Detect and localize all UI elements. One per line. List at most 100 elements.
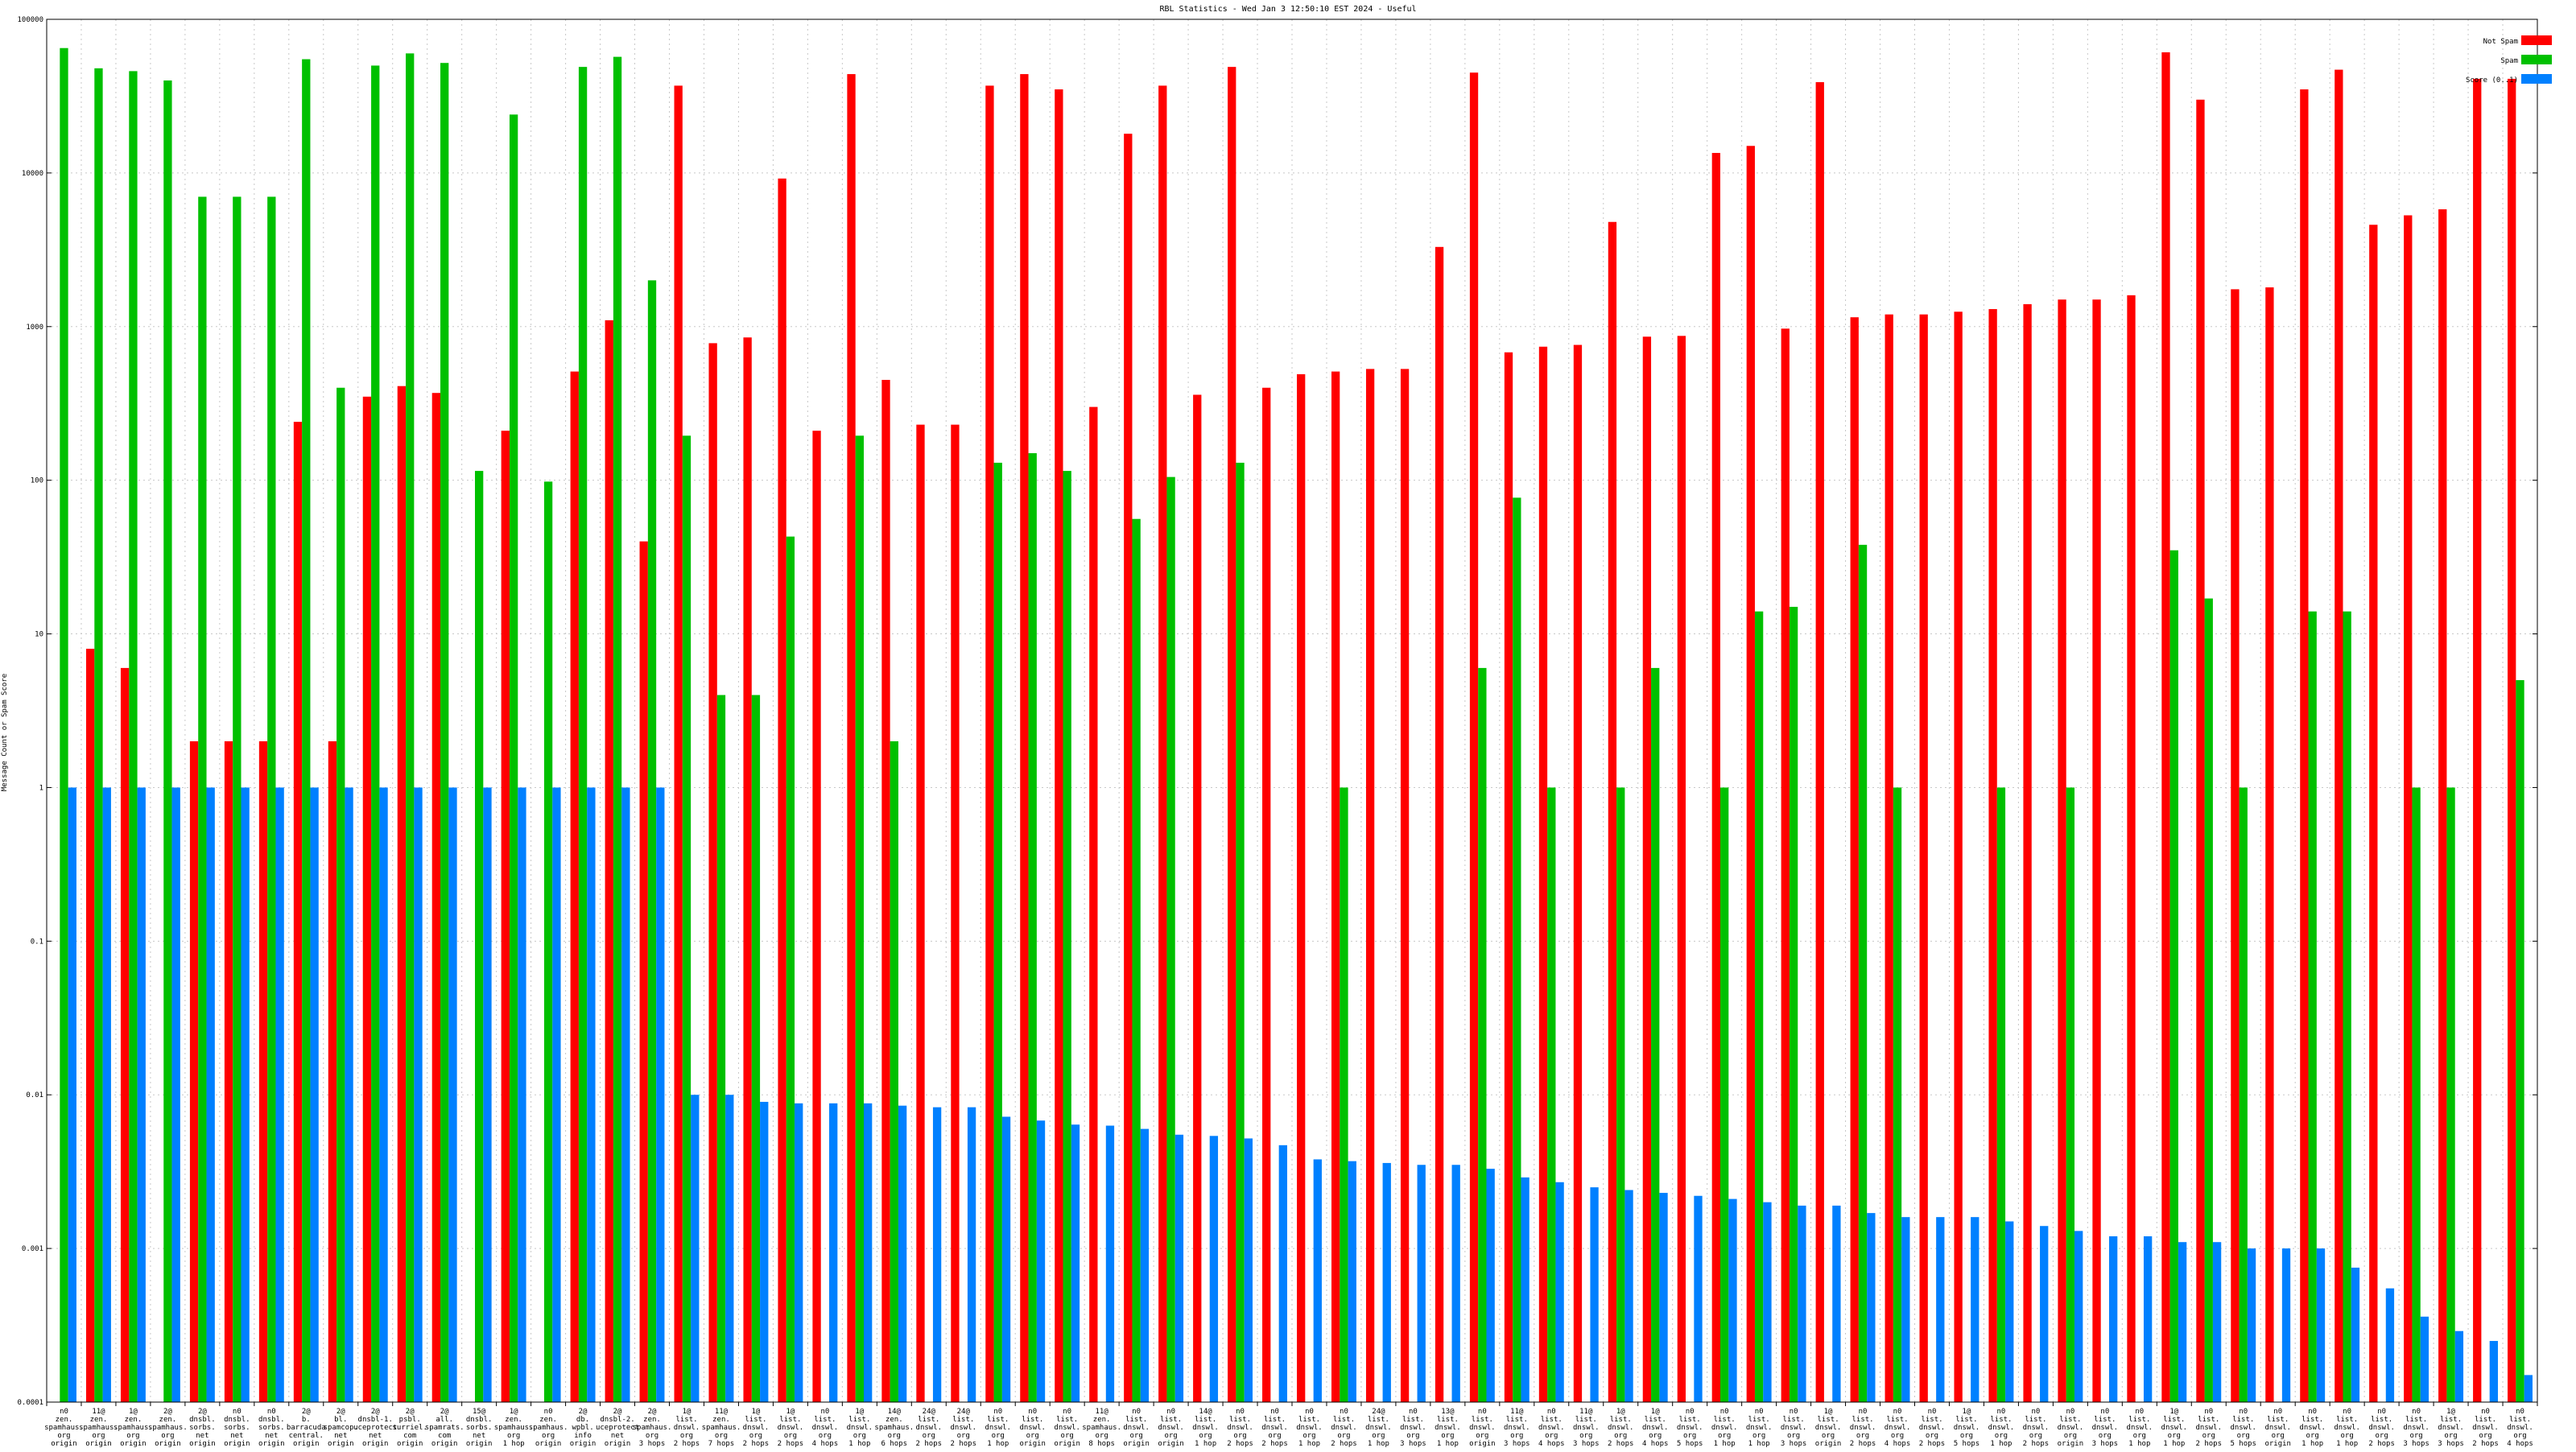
x-category-label-line: origin xyxy=(1123,1440,1150,1448)
x-category-label-line: origin xyxy=(2058,1440,2084,1448)
x-category-label-line: dnswl. xyxy=(2368,1424,2395,1432)
bar-score xyxy=(2074,1231,2083,1402)
x-category-label-line: list. xyxy=(2371,1416,2392,1424)
bar-score xyxy=(1728,1198,1737,1402)
x-category-label-line: n0 xyxy=(267,1408,276,1416)
x-category-label-line: 2 hops xyxy=(1608,1440,1634,1448)
x-category-label-line: origin xyxy=(2264,1440,2291,1448)
x-category-label-line: 1@ xyxy=(683,1408,691,1416)
bars-layer xyxy=(60,47,2533,1403)
bar-score xyxy=(760,1101,769,1402)
bar-not-spam xyxy=(708,343,717,1402)
x-category-label-line: 2@ xyxy=(648,1408,657,1416)
x-category-label-line: 2@ xyxy=(579,1408,588,1416)
x-category-label-line: dnswl. xyxy=(1711,1424,1738,1432)
x-category-label: n0 list. dnswl. org 3 hops xyxy=(1781,1408,1807,1448)
x-category-label-line: n0 xyxy=(2066,1408,2074,1416)
x-category-label-line: list. xyxy=(848,1416,870,1424)
x-category-label: 1@ list. dnswl. org 2 hops xyxy=(1608,1408,1634,1448)
x-category-label-line: 4 hops xyxy=(2507,1440,2533,1448)
x-category-label-line: list. xyxy=(1264,1416,1286,1424)
x-category-label-line: org xyxy=(1302,1432,1315,1440)
x-category-label-line: list. xyxy=(1056,1416,1078,1424)
y-tick-label: 100000 xyxy=(17,16,43,24)
x-category-label-line: 2 hops xyxy=(674,1440,700,1448)
x-category-label-line: uceprotect xyxy=(596,1424,639,1432)
x-category-label-line: 11@ xyxy=(1579,1408,1593,1416)
x-category-label: 13@ list. dnswl. org 1 hop xyxy=(1435,1408,1461,1448)
x-category-label-line: origin xyxy=(189,1440,216,1448)
x-category-label-line: origin xyxy=(362,1440,389,1448)
x-category-label-line: 1 hop xyxy=(1714,1440,1736,1448)
x-category-label: 1@ list. dnswl. org 4 hops xyxy=(1642,1408,1669,1448)
bar-score xyxy=(1521,1177,1530,1402)
bar-score xyxy=(2005,1221,2014,1402)
bar-spam xyxy=(890,740,898,1402)
bar-not-spam xyxy=(397,386,407,1403)
x-category-label-line: origin xyxy=(570,1440,597,1448)
x-category-label-line: list. xyxy=(1402,1416,1424,1424)
x-category-label-line: dnswl. xyxy=(1954,1424,1980,1432)
x-category-label-line: dnswl. xyxy=(847,1424,873,1432)
x-category-label-line: 1 hop xyxy=(503,1440,525,1448)
bar-not-spam xyxy=(1954,311,1963,1402)
x-category-label-line: dnswl. xyxy=(1158,1424,1184,1432)
x-category-label-line: org xyxy=(1406,1432,1419,1440)
bar-score xyxy=(448,787,457,1402)
x-category-label-line: org xyxy=(1199,1432,1212,1440)
x-category-label-line: n0 xyxy=(2239,1408,2248,1416)
x-category-label-line: org xyxy=(853,1432,866,1440)
x-category-label-line: 1 hop xyxy=(2128,1440,2150,1448)
bar-not-spam xyxy=(1469,72,1479,1402)
x-category-label-line: 3 hops xyxy=(1573,1440,1600,1448)
x-category-label-line: dnswl. xyxy=(1677,1424,1703,1432)
x-category-label-line: list. xyxy=(2198,1416,2219,1424)
x-category-label-line: list. xyxy=(987,1416,1009,1424)
x-category-label-line: org xyxy=(1061,1432,1074,1440)
x-category-label-line: 3 hops xyxy=(2092,1440,2119,1448)
x-category-label-line: list. xyxy=(2440,1416,2462,1424)
bar-not-spam xyxy=(431,393,441,1403)
x-category-label: 1@ list. dnswl. org 5 hops xyxy=(1954,1408,1980,1448)
x-category-label-line: 13@ xyxy=(1441,1408,1455,1416)
x-category-label-line: org xyxy=(1752,1432,1765,1440)
x-category-label-line: list. xyxy=(2232,1416,2254,1424)
bar-not-spam xyxy=(2231,289,2240,1402)
bar-score xyxy=(795,1103,803,1402)
bar-not-spam xyxy=(293,422,303,1402)
x-category-label-line: b. xyxy=(302,1416,311,1424)
x-category-label-line: sorbs. xyxy=(258,1424,285,1432)
x-category-label-line: org xyxy=(1822,1432,1835,1440)
bar-score xyxy=(1832,1205,1841,1402)
legend: Not Spam Spam Score (0..1) xyxy=(2466,35,2552,85)
x-category-label-line: zen. xyxy=(505,1416,522,1424)
y-tick-label: 0.01 xyxy=(26,1091,43,1099)
x-category-label-line: 2@ xyxy=(371,1408,380,1416)
x-category-label-line: org xyxy=(2133,1432,2146,1440)
bar-not-spam xyxy=(881,379,890,1403)
x-category-label-line: net xyxy=(230,1432,243,1440)
x-category-label-line: org xyxy=(2444,1432,2457,1440)
bar-score xyxy=(1382,1162,1391,1402)
x-category-label-line: 1 hop xyxy=(987,1440,1009,1448)
bar-spam xyxy=(2204,598,2213,1402)
x-category-label-line: n0 xyxy=(1928,1408,1937,1416)
x-category-label-line: org xyxy=(92,1432,105,1440)
x-category-label-line: org xyxy=(2099,1432,2112,1440)
chart-title: RBL Statistics - Wed Jan 3 12:50:10 EST … xyxy=(1159,5,1416,14)
bar-not-spam xyxy=(1677,336,1686,1402)
bar-score xyxy=(137,787,146,1402)
x-category-label-line: list. xyxy=(1506,1416,1528,1424)
x-category-label-line: list. xyxy=(2267,1416,2289,1424)
x-category-label-line: origin xyxy=(120,1440,147,1448)
bar-spam xyxy=(647,280,657,1403)
x-category-label-line: origin xyxy=(258,1440,285,1448)
x-category-label-line: n0 xyxy=(1893,1408,1902,1416)
bar-score xyxy=(932,1107,942,1402)
x-category-label-line: 1@ xyxy=(129,1408,138,1416)
x-category-label-line: dnswl. xyxy=(2334,1424,2360,1432)
x-category-label-line: list. xyxy=(1195,1416,1216,1424)
bar-score xyxy=(1555,1182,1564,1402)
bar-not-spam xyxy=(674,85,683,1402)
bar-not-spam xyxy=(362,396,372,1403)
